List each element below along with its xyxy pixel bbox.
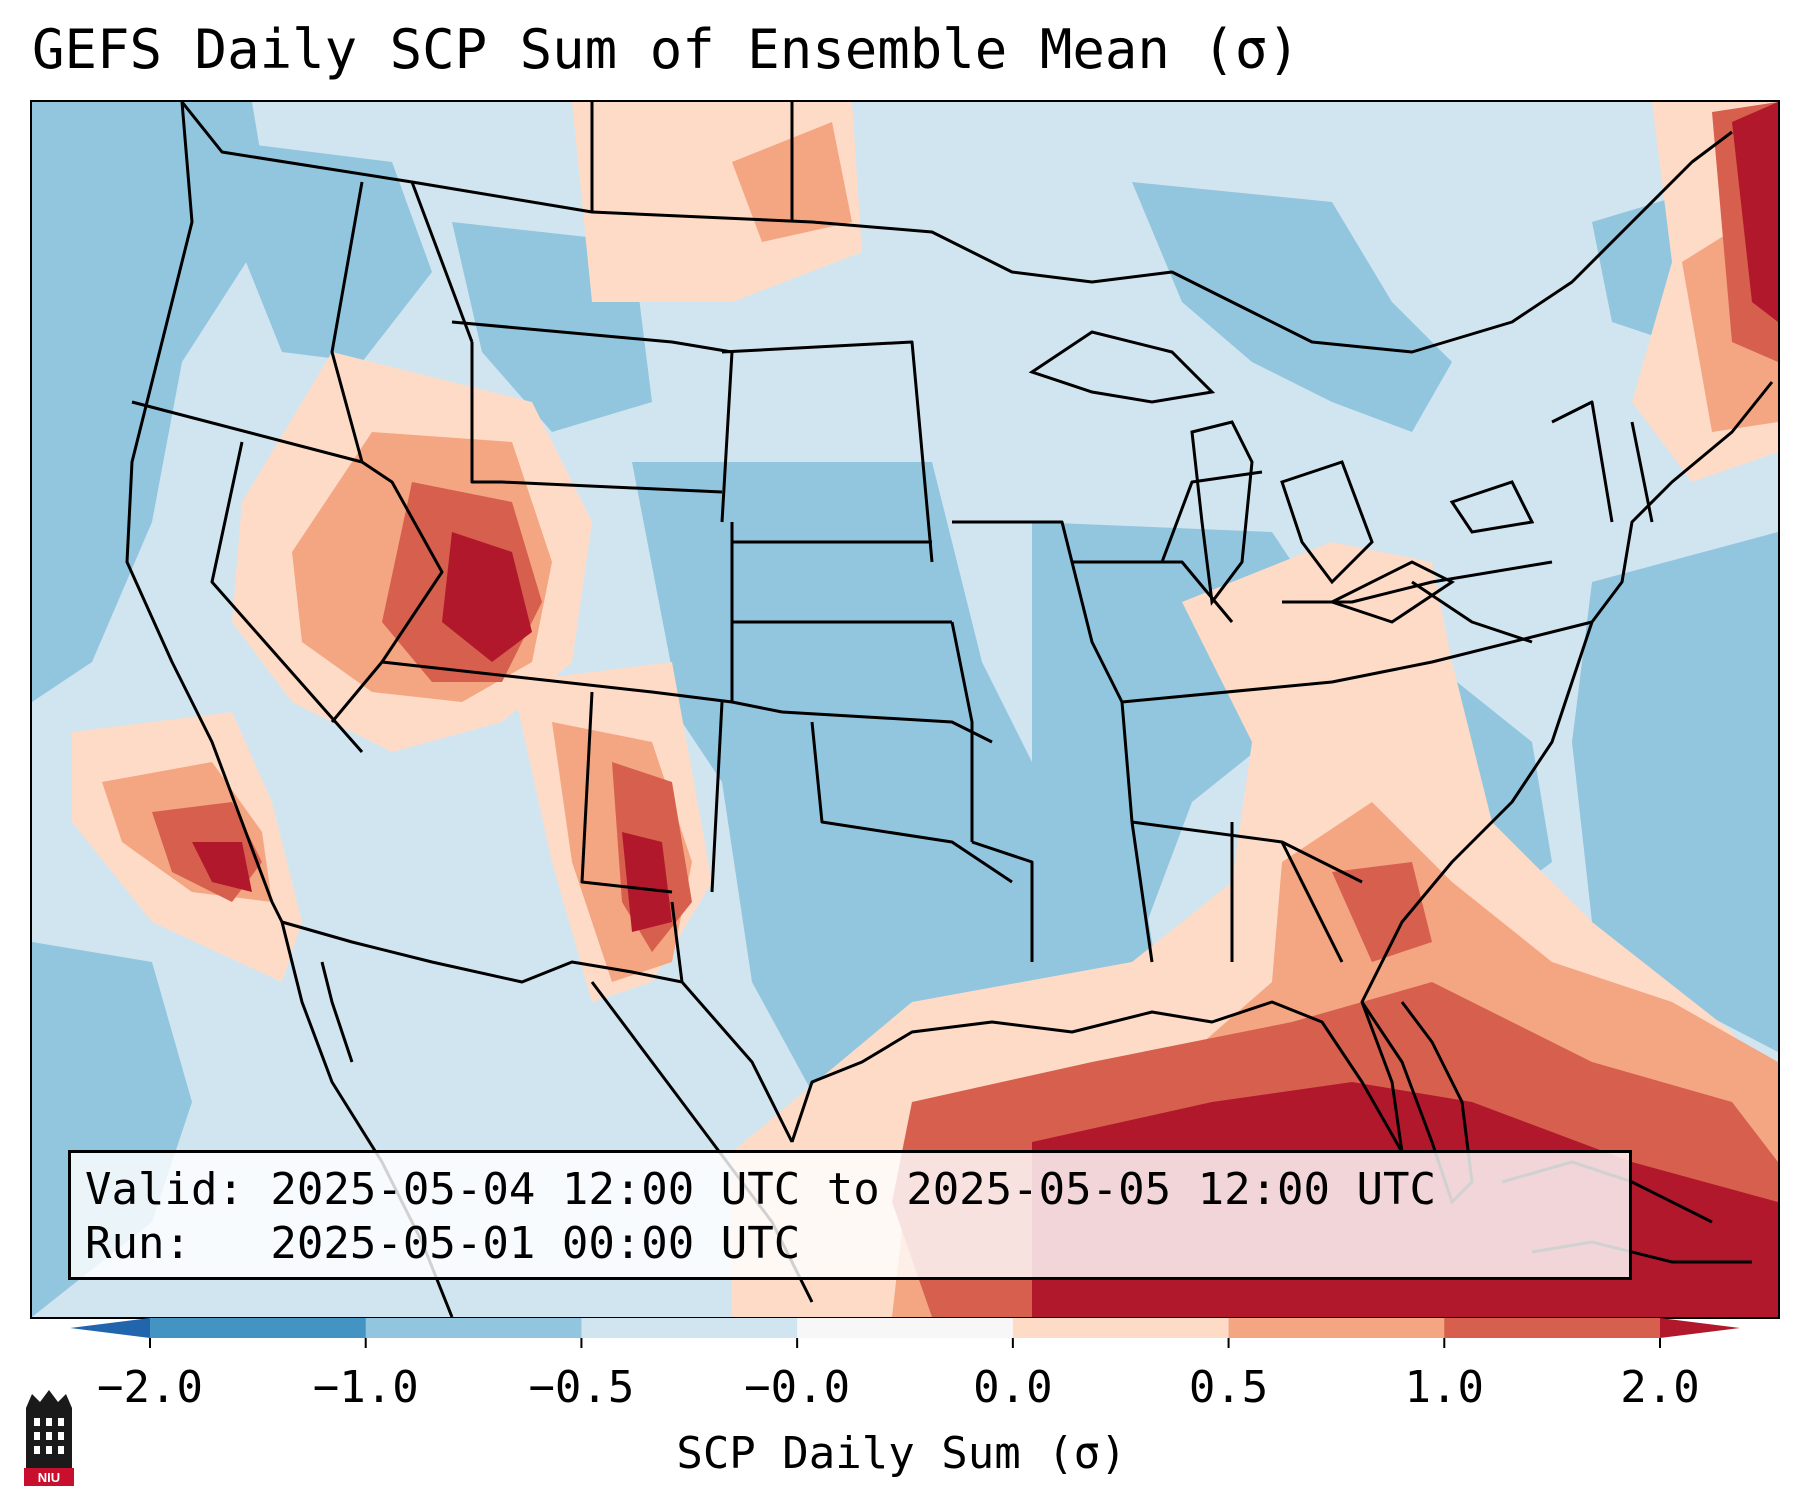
colorbar-tick-label: 2.0 bbox=[1620, 1362, 1700, 1413]
valid-run-infobox: Valid: 2025-05-04 12:00 UTC to 2025-05-0… bbox=[68, 1150, 1632, 1280]
chart-title: GEFS Daily SCP Sum of Ensemble Mean (σ) bbox=[32, 18, 1300, 81]
colorbar-tick-label: −1.0 bbox=[312, 1362, 419, 1413]
map-panel: Valid: 2025-05-04 12:00 UTC to 2025-05-0… bbox=[30, 100, 1780, 1319]
colorbar-segment bbox=[581, 1318, 798, 1338]
colorbar-segment bbox=[797, 1318, 1014, 1338]
colorbar-ticks bbox=[149, 1338, 1661, 1348]
colorbar-under-triangle bbox=[70, 1318, 150, 1338]
colorbar-tick-label: −0.5 bbox=[528, 1362, 635, 1413]
colorbar-over-triangle bbox=[1660, 1318, 1740, 1338]
colorbar-tick-label: −2.0 bbox=[97, 1362, 203, 1413]
colorbar-segments bbox=[150, 1318, 1661, 1338]
logo-text: NIU bbox=[38, 1470, 60, 1485]
colorbar-tick-label: 1.0 bbox=[1404, 1362, 1485, 1413]
valid-time-text: Valid: 2025-05-04 12:00 UTC to 2025-05-0… bbox=[85, 1164, 1437, 1215]
great-lakes bbox=[1028, 330, 1535, 624]
state-boundaries bbox=[125, 102, 1774, 1153]
colorbar-segment bbox=[1012, 1318, 1230, 1338]
colorbar-segment bbox=[365, 1318, 582, 1338]
colorbar bbox=[70, 1318, 1740, 1348]
colorbar-segment bbox=[1228, 1318, 1445, 1338]
colorbar-segment bbox=[1444, 1318, 1661, 1338]
colorbar-tick-label: −0.0 bbox=[744, 1362, 851, 1413]
colorbar-tick-label: 0.0 bbox=[973, 1362, 1053, 1413]
colorbar-segment bbox=[150, 1318, 367, 1338]
colorbar-label: SCP Daily Sum (σ) bbox=[676, 1428, 1127, 1479]
run-time-text: Run: 2025-05-01 00:00 UTC bbox=[85, 1218, 801, 1269]
niu-tower-logo-icon: NIU bbox=[24, 1390, 74, 1486]
map-canvas bbox=[32, 102, 1778, 1317]
colorbar-tick-label: 0.5 bbox=[1188, 1362, 1269, 1413]
